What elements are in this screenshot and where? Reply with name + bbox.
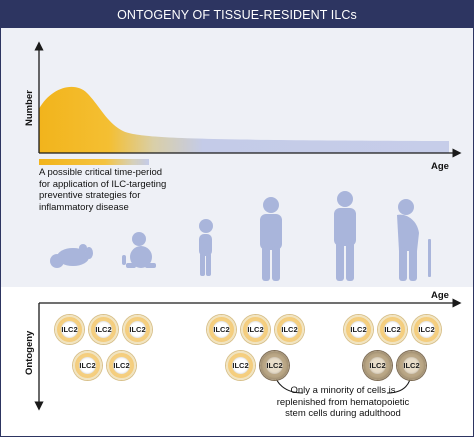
ilc2-replenished-cell: ILC2 [260, 351, 289, 380]
elderly-with-cane-icon [397, 199, 431, 281]
toddler-icon [122, 232, 156, 268]
adult-icon [260, 197, 282, 281]
ilc2-resident-cell: ILC2 [89, 315, 118, 344]
infant-icon [50, 244, 93, 268]
lower-x-label: Age [431, 290, 449, 301]
ilc2-resident-cell: ILC2 [73, 351, 102, 380]
lower-y-label: Ontogeny [24, 330, 35, 375]
ilc2-resident-cell: ILC2 [241, 315, 270, 344]
ilc2-resident-cell: ILC2 [378, 315, 407, 344]
ilc2-resident-cell: ILC2 [107, 351, 136, 380]
middle-aged-icon [334, 191, 356, 281]
upper-x-label: Age [431, 161, 449, 172]
ilc2-resident-cell: ILC2 [226, 351, 255, 380]
critical-period-caption: A possible critical time-period for appl… [39, 167, 167, 213]
ilc2-resident-cell: ILC2 [207, 315, 236, 344]
ilc2-resident-cell: ILC2 [275, 315, 304, 344]
upper-y-label: Number [24, 90, 35, 126]
replenishment-note: Only a minority of cells is replenished … [276, 385, 410, 419]
ilc2-resident-cell: ILC2 [344, 315, 373, 344]
ilc2-resident-cell: ILC2 [123, 315, 152, 344]
figure-title: ONTOGENY OF TISSUE-RESIDENT ILCs [1, 1, 473, 28]
ilc2-resident-cell: ILC2 [55, 315, 84, 344]
ilc2-resident-cell: ILC2 [412, 315, 441, 344]
population-curve [39, 86, 449, 153]
ilc2-replenished-cell: ILC2 [363, 351, 392, 380]
child-icon [199, 219, 213, 276]
critical-period-bar [39, 159, 149, 165]
ilc2-replenished-cell: ILC2 [397, 351, 426, 380]
